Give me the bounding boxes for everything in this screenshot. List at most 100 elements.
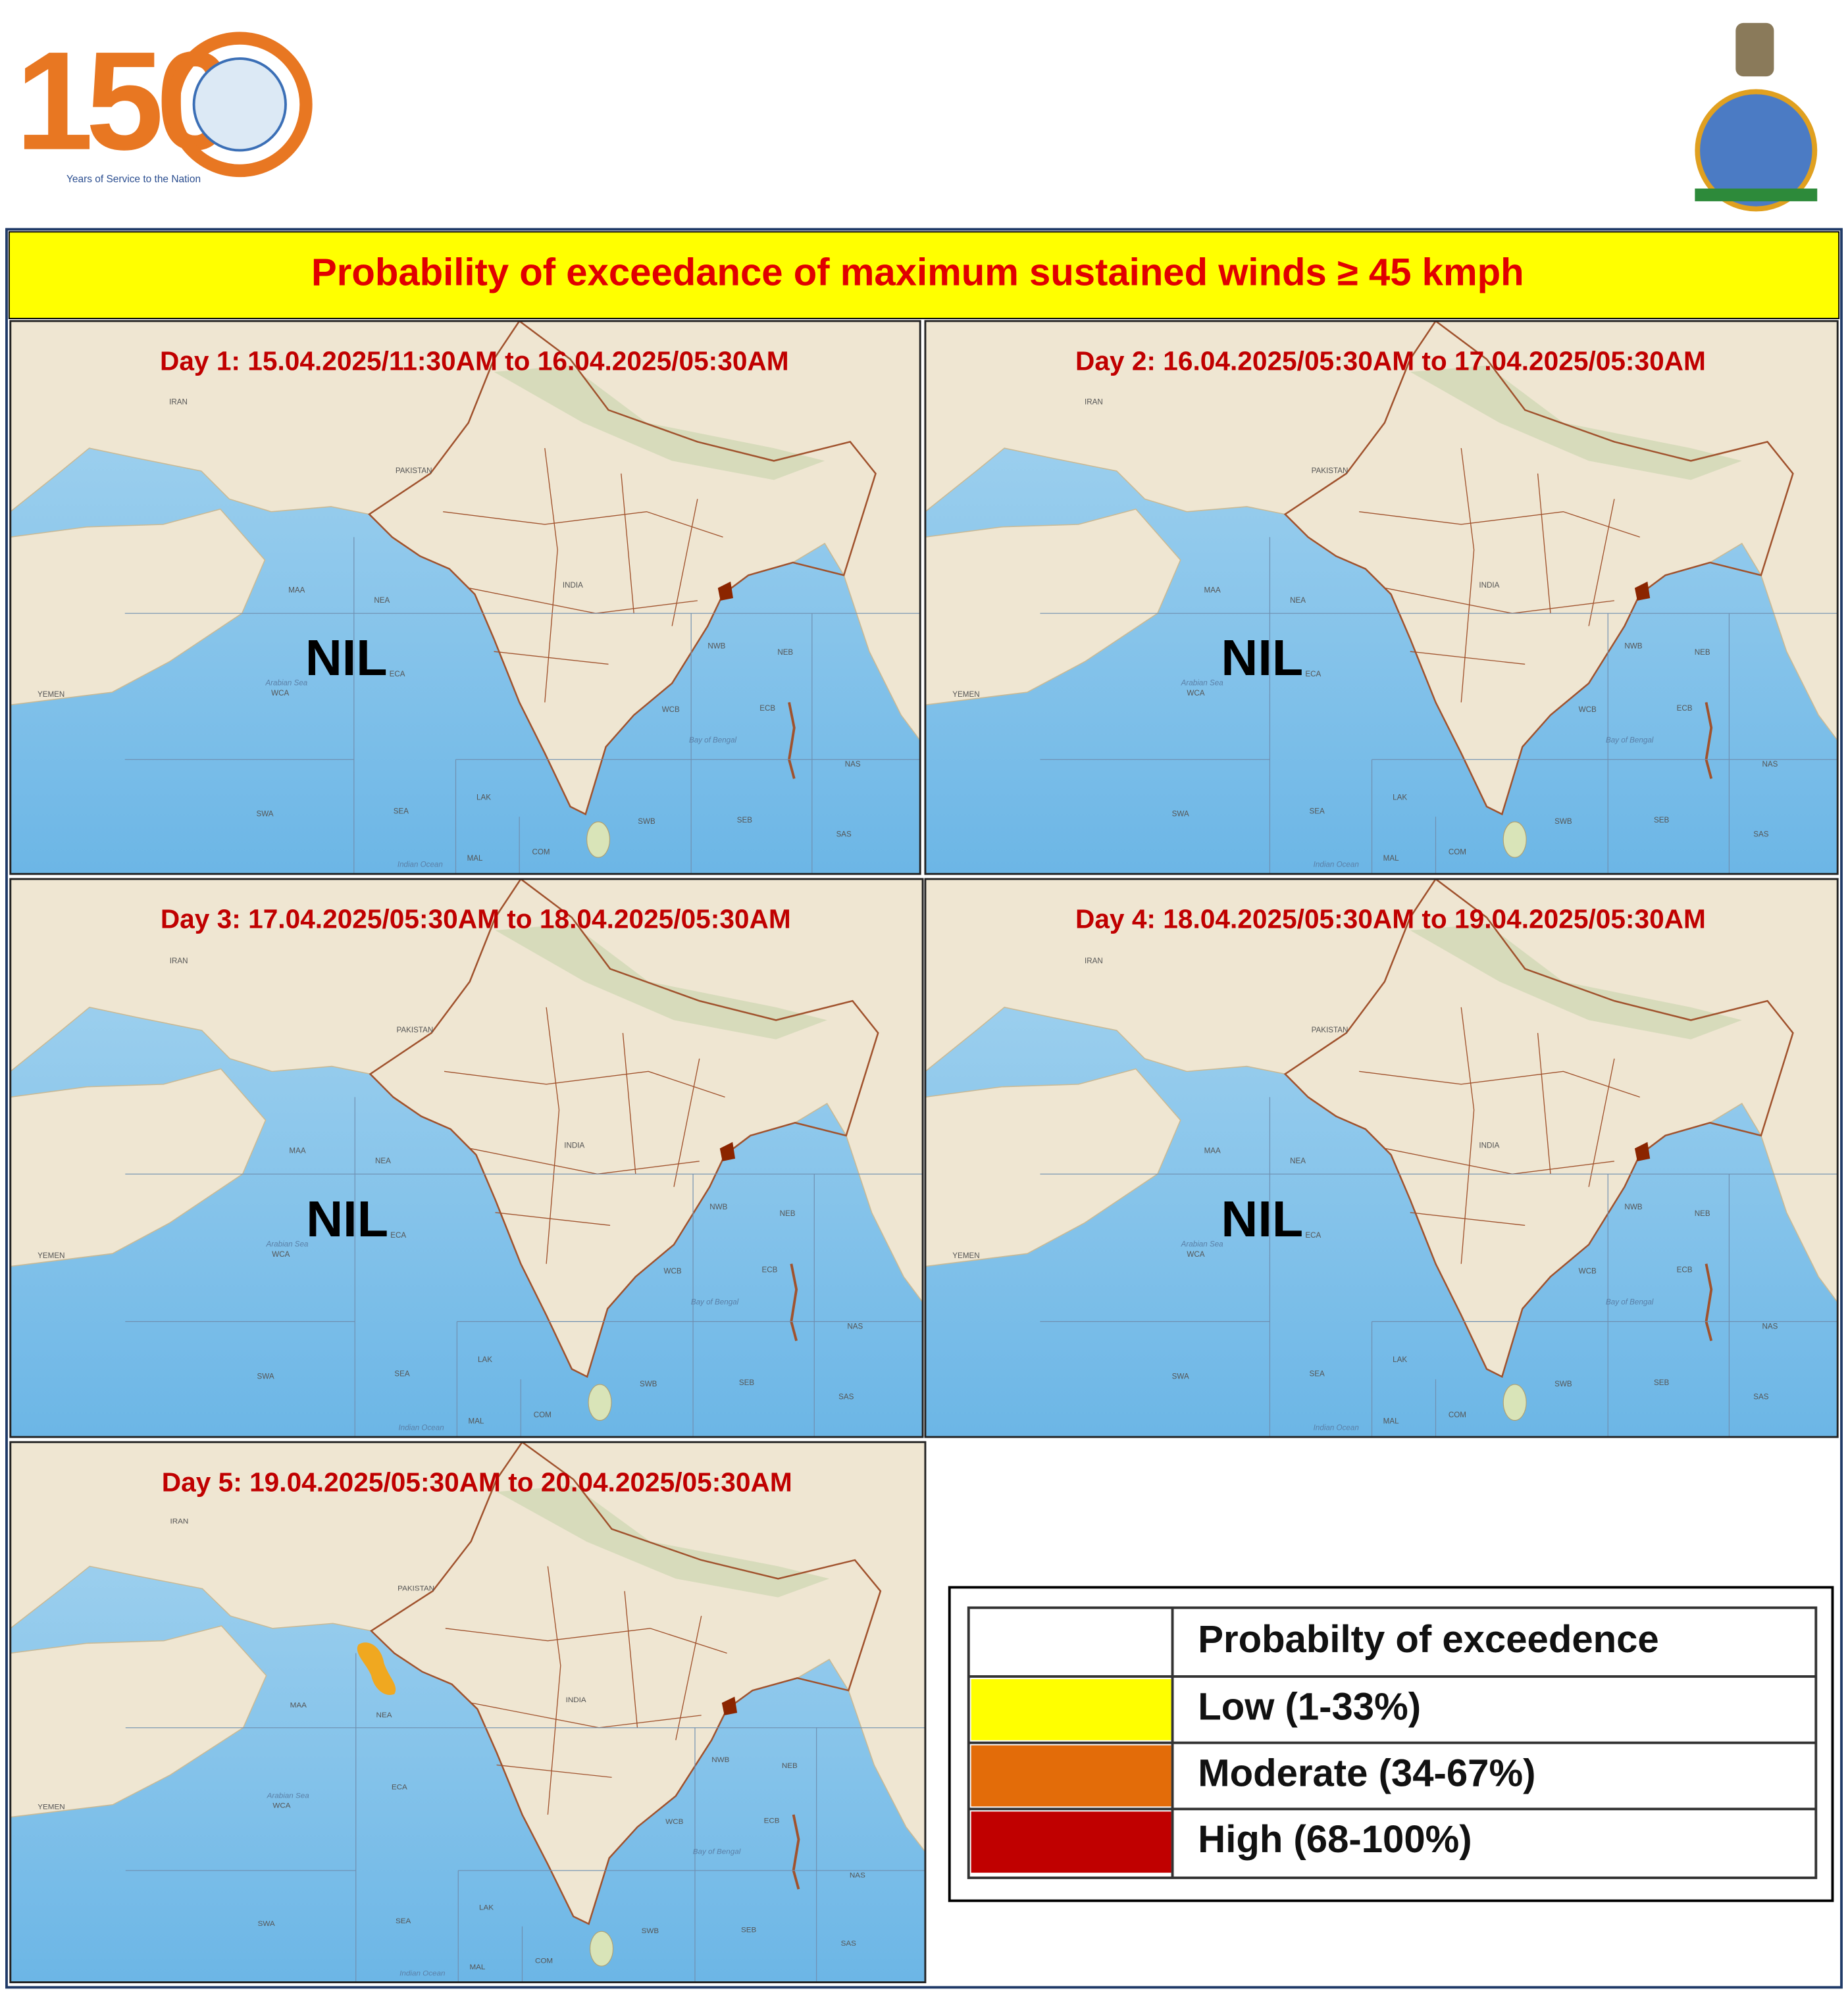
map-label: COM [535,1957,553,1965]
himalaya [495,924,827,1040]
map-label: LAK [476,794,491,801]
map-label: SEB [737,817,752,824]
map-label: MAL [467,855,483,863]
andaman [1705,1263,1713,1342]
andaman [792,1814,800,1890]
map-label: SWA [257,1372,274,1380]
map-label: SAS [836,830,852,838]
map-label: INDIA [563,582,583,590]
emblem-globe [1695,89,1818,212]
legend: Probabilty of exceedence Low (1-33%) Mode… [948,1586,1834,1902]
map-label: SWB [642,1927,659,1935]
map-label: YEMEN [38,1804,64,1811]
map-label: SEA [396,1917,411,1925]
map-label: SWA [1172,809,1189,818]
emblem-base [1695,188,1818,201]
map-label: COM [1449,847,1466,856]
map-label: WCA [272,1250,290,1259]
panel-border [9,320,921,875]
india-outline [1283,320,1794,816]
map-label: WCB [1579,1267,1597,1276]
map-label: ECB [764,1817,780,1825]
sea-label: Bay of Bengal [693,1848,741,1856]
map-label: SWB [638,818,655,826]
imd-150-logo: 150 Years of Service to the Nation [16,23,313,185]
panel-status: NIL [1221,630,1303,686]
logo-globe [192,57,287,152]
map-label: NEA [374,597,390,605]
sri-lanka [1502,1384,1527,1421]
map-label: ECA [1305,1231,1321,1240]
map-label: NWB [1624,642,1642,650]
map-label: SEA [1310,807,1325,816]
frame [5,228,1843,1989]
sea-label: Arabian Sea [265,680,307,688]
map-label: COM [532,848,550,856]
sea-label: Arabian Sea [1181,1240,1223,1249]
logo-ring [167,32,313,178]
map-label: NWB [709,1203,727,1211]
india-outline [1283,878,1794,1378]
map-label: SWB [1554,1380,1572,1388]
map-label: COM [534,1411,552,1419]
kolkata-mark [1634,1142,1651,1161]
map-panel: MAA NEA ECA WCA SWA SEA LAK MAL COM NWB NEB WCB ECB S… [924,320,1839,875]
india-outline [369,878,879,1378]
map-label: SWA [258,1920,275,1928]
logo-tagline: Years of Service to the Nation [66,174,201,185]
legend-label: High (68-100%) [1198,1818,1472,1861]
map-label: ECB [1677,704,1693,713]
panel-label: Day 2: 16.04.2025/05:30AM to 17.04.2025/… [1075,346,1706,376]
map: MAA NEA ECA WCA SWA SEA LAK MAL COM NWB NEB WCB ECB S… [925,320,1838,874]
map-label: SAS [1753,830,1769,838]
map-label: WCA [1187,689,1204,697]
panel-label: Day 5: 19.04.2025/05:30AM to 20.04.2025/… [162,1467,792,1497]
title-band [8,231,1840,320]
map-label: WCA [272,1802,291,1810]
map-label: PAKISTAN [396,467,432,475]
andaman [788,702,796,779]
map-panel: MAA NEA ECA WCA SWA SEA LAK MAL COM NWB NEB WCB ECB S… [924,878,1839,1438]
map-label: NAS [847,1322,863,1330]
map-label: NEA [376,1711,392,1719]
india-outline [370,1442,882,1925]
map-label: PAKISTAN [397,1026,434,1034]
kolkata-mark [721,1696,738,1715]
map-label: WCB [663,1267,681,1276]
panel-status: NIL [305,630,388,686]
map-label: MAL [1383,1417,1399,1426]
arabia [10,1625,267,1818]
title: Probability of exceedance of maximum sus… [311,251,1524,294]
map-label: NAS [1762,1322,1778,1330]
map-label: NEB [777,649,793,657]
map-label: INDIA [1479,1141,1499,1149]
sea-label: Arabian Sea [267,1792,309,1800]
map-label: WCA [271,690,289,697]
map-label: SWA [1172,1372,1189,1380]
map-label: SAS [838,1393,854,1402]
map-label: YEMEN [38,691,64,699]
map-label: NWB [707,642,725,650]
map-label: YEMEN [38,1251,64,1260]
india-outline [368,320,877,816]
panels: MAA NEA ECA WCA SWA SEA LAK MAL COM NWB NEB WCB ECB S… [9,320,1839,1984]
map-label: YEMEN [952,1251,979,1260]
legend-swatch [971,1811,1171,1873]
sea-label: Arabian Sea [266,1240,309,1249]
probability-area [357,1642,396,1696]
kolkata-mark [717,581,733,601]
map-label: INDIA [566,1696,586,1704]
arabia [925,1068,1181,1267]
emblem-lions [1735,22,1774,77]
legend-label: Low (1-33%) [1198,1686,1421,1729]
sea-label: Indian Ocean [1314,861,1359,869]
map-label: WCB [665,1818,684,1826]
map-label: SEB [1654,1378,1669,1387]
imd-emblem [1695,22,1818,212]
map-label: IRAN [169,399,188,407]
map-label: NAS [1762,760,1778,769]
map-label: SEA [394,1370,409,1378]
map-label: MAA [1204,1146,1221,1155]
map-label: ECA [1305,670,1321,678]
